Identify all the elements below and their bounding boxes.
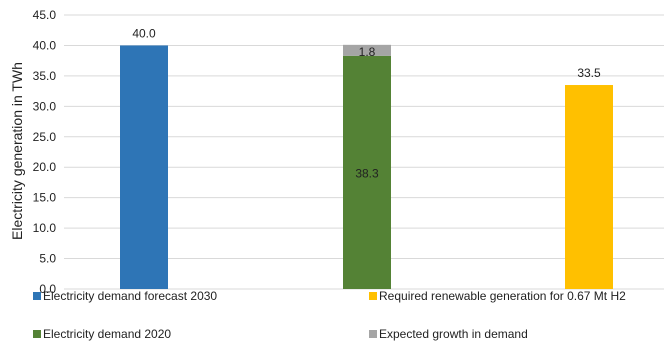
legend-swatch [369, 292, 377, 300]
legend-label: Electricity demand forecast 2030 [43, 289, 217, 303]
legend-swatch [369, 330, 377, 338]
y-axis: 0.0 5.0 10.0 15.0 20.0 25.0 30.0 35.0 40.0 45.0 [33, 8, 57, 296]
bars [120, 44, 613, 290]
y-tick-label: 40.0 [33, 38, 57, 52]
y-tick-label: 25.0 [33, 130, 57, 144]
data-label: 1.8 [359, 45, 376, 59]
y-tick-label: 0.0 [39, 282, 56, 296]
bar [120, 45, 168, 289]
legend-swatch [33, 292, 41, 300]
bar [565, 85, 613, 290]
y-tick-label: 30.0 [33, 99, 57, 113]
y-tick-label: 20.0 [33, 160, 57, 174]
y-tick-label: 10.0 [33, 221, 57, 235]
y-tick-label: 5.0 [39, 252, 56, 266]
data-label: 38.3 [355, 166, 379, 180]
legend-label: Electricity demand 2020 [43, 327, 171, 341]
y-tick-label: 45.0 [33, 8, 57, 22]
legend: Electricity demand forecast 2030 Required… [33, 289, 626, 341]
data-label: 40.0 [132, 26, 156, 40]
bar [343, 55, 391, 289]
data-labels: 40.0 38.3 1.8 33.5 [132, 26, 601, 180]
bar [343, 44, 391, 56]
legend-swatch [33, 330, 41, 338]
y-axis-label: Electricity generation in TWh [9, 62, 25, 240]
y-tick-label: 15.0 [33, 191, 57, 205]
y-tick-label: 35.0 [33, 69, 57, 83]
legend-label: Expected growth in demand [379, 327, 528, 341]
data-label: 33.5 [577, 66, 601, 80]
legend-label: Required renewable generation for 0.67 M… [379, 289, 626, 303]
